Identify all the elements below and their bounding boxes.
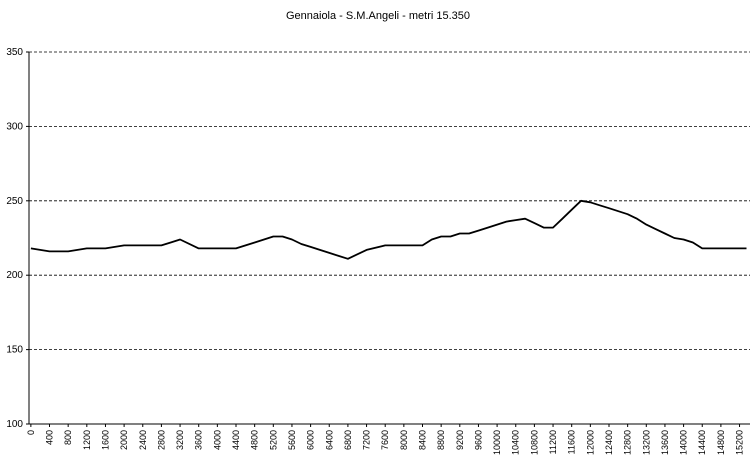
x-tick-label: 11200 [548,430,558,454]
x-tick-label: 14000 [679,430,689,455]
x-tick-label: 8000 [399,430,409,450]
x-tick-label: 12800 [623,430,633,455]
x-tick-label: 9600 [473,430,483,450]
x-tick-label: 4800 [250,430,260,450]
x-tick-label: 15200 [735,430,745,455]
x-tick-label: 9200 [455,430,465,450]
x-tick-label: 14800 [716,430,726,455]
x-tick-label: 8400 [418,430,428,450]
x-tick-label: 6400 [324,430,334,450]
x-tick-label: 10800 [529,430,539,455]
x-tick-label: 2000 [119,430,129,450]
x-tick-label: 6000 [306,430,316,450]
x-tick-label: 11600 [567,430,577,454]
x-tick-label: 14400 [697,430,707,455]
x-tick-label: 12000 [585,430,595,455]
y-tick-label: 350 [6,47,23,58]
x-tick-label: 13200 [641,430,651,455]
x-tick-label: 2800 [156,430,166,450]
series-line-0 [30,199,747,260]
x-tick-label: 3600 [194,430,204,450]
x-tick-label: 10400 [511,430,521,455]
x-tick-label: 8800 [436,430,446,450]
x-tick-label: 2400 [138,430,148,450]
x-tick-label: 1200 [82,430,92,450]
x-tick-label: 3200 [175,430,185,450]
chart-title: Gennaiola - S.M.Angeli - metri 15.350 [285,10,471,22]
x-tick-label: 6800 [343,430,353,450]
y-tick-label: 300 [6,121,23,132]
x-tick-label: 13600 [660,430,670,455]
x-tick-label: 12400 [604,430,614,455]
x-tick-label: 4400 [231,430,241,450]
x-tick-label: 7200 [362,430,372,450]
x-tick-label: 4000 [212,430,222,450]
x-tick-label: 5600 [287,430,297,450]
x-tick-label: 800 [63,430,73,445]
y-tick-label: 250 [6,196,23,207]
x-tick-label: 0 [26,430,36,435]
x-tick-label: 1600 [100,430,110,450]
x-tick-label: 400 [45,430,55,445]
x-tick-label: 5200 [268,430,278,450]
y-tick-label: 200 [6,270,23,281]
y-tick-label: 100 [6,419,23,430]
y-tick-label: 150 [6,345,23,356]
x-tick-label: 10000 [492,430,502,455]
x-tick-label: 7600 [380,430,390,450]
